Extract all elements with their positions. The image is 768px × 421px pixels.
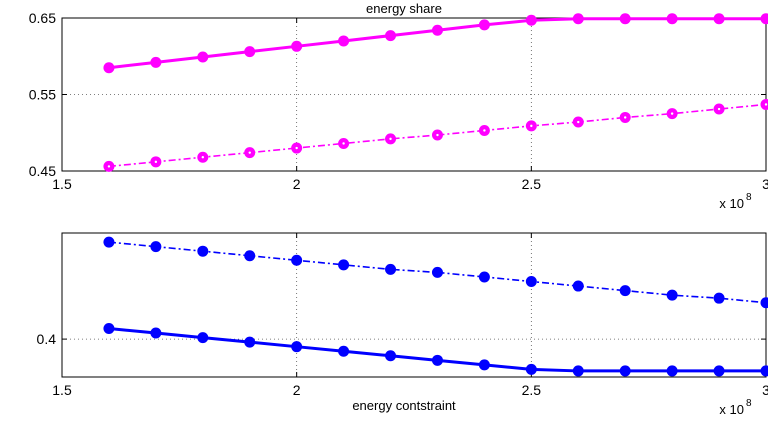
series-0-point <box>431 354 443 366</box>
x-tick-label: 2.5 <box>522 382 542 398</box>
series-0-point <box>666 13 678 25</box>
series-1-point-center <box>201 156 204 159</box>
series-1-point-center <box>295 146 298 150</box>
x-tick-label: 2.5 <box>522 176 542 192</box>
series-1-point-center <box>577 120 580 124</box>
series-0-point <box>525 14 537 26</box>
series-0-point <box>338 345 350 357</box>
series-1-point <box>291 254 303 266</box>
x-tick-label: 3 <box>762 176 768 192</box>
series-1-line <box>108 241 767 304</box>
series-1-point <box>666 289 678 301</box>
series-0-point <box>244 336 256 348</box>
series-1-point-center <box>530 124 533 128</box>
series-0-point <box>431 24 443 36</box>
series-0-point <box>525 363 537 375</box>
series-0-point <box>291 341 303 353</box>
series-0-point <box>197 332 209 344</box>
x-axis-label: energy contstraint <box>352 398 456 413</box>
series-0-point <box>103 62 115 74</box>
series-0-point <box>572 13 584 25</box>
series-0-point <box>760 365 768 377</box>
chart-title: energy share <box>366 1 442 16</box>
series-1-point-center <box>248 151 251 154</box>
axes-frame <box>61 232 767 378</box>
y-tick-label: 0.4 <box>37 331 57 347</box>
series-1-point-center <box>154 160 158 164</box>
series-0-point <box>666 365 678 377</box>
series-0-point <box>713 365 725 377</box>
series-0-point <box>619 365 631 377</box>
series-1-point-center <box>624 116 627 119</box>
x-exponent-label: x 10 <box>719 196 744 211</box>
series-0-point <box>713 13 725 25</box>
series-1-point <box>197 245 209 257</box>
series-1-point <box>760 98 768 110</box>
series-1-point <box>431 266 443 278</box>
x-exponent-power: 8 <box>746 398 752 409</box>
series-1-point-center <box>436 133 439 137</box>
series-0-point <box>291 40 303 52</box>
x-tick-label: 2 <box>293 176 301 192</box>
series-0-point <box>478 359 490 371</box>
series-1-point <box>572 280 584 292</box>
series-0-point <box>150 327 162 339</box>
series-1-point <box>338 259 350 271</box>
series-1-point <box>619 285 631 297</box>
series-0-point <box>103 322 115 334</box>
series-1-point-center <box>764 103 768 106</box>
series-1-point-center <box>483 129 486 132</box>
x-tick-label: 3 <box>762 382 768 398</box>
y-tick-label: 0.45 <box>29 163 56 179</box>
y-tick-label: 0.65 <box>29 10 56 26</box>
series-0-point <box>385 350 397 362</box>
series-1-point <box>760 297 768 309</box>
series-0-point <box>338 35 350 47</box>
top-chart-energy-share: 1.5 2 2.5 3 0.45 0.55 0.65 x 10 8 energy share <box>29 1 768 211</box>
series-1-point-center <box>342 142 345 145</box>
series-1-point <box>385 263 397 275</box>
x-exponent-label: x 10 <box>719 402 744 417</box>
series-1-point <box>244 250 256 262</box>
bottom-chart-energy-constraint: 1.5 2 2.5 3 0.4 x 10 8 energy contstraint <box>37 232 768 417</box>
x-exponent-power: 8 <box>746 192 752 203</box>
x-tick-label: 2 <box>293 382 301 398</box>
series-1-point <box>103 236 115 248</box>
series-0-point <box>244 46 256 58</box>
x-tick-label: 1.5 <box>52 382 72 398</box>
series-1-point <box>713 292 725 304</box>
series-1-point <box>478 271 490 283</box>
series-1-point-center <box>389 137 392 141</box>
series-0-point <box>197 51 209 63</box>
series-1-point-center <box>107 165 111 168</box>
series-0-point <box>478 19 490 31</box>
series-1-point-center <box>670 112 674 115</box>
series-0-point <box>385 30 397 42</box>
series-0-point <box>150 56 162 68</box>
series-1-point <box>525 276 537 288</box>
series-0-point <box>572 365 584 377</box>
y-tick-label: 0.55 <box>29 87 56 103</box>
series-0-point <box>619 13 631 25</box>
series-1-point-center <box>717 107 721 111</box>
series-0-point <box>760 13 768 25</box>
x-tick-label: 1.5 <box>52 176 72 192</box>
series-1-point <box>150 241 162 253</box>
